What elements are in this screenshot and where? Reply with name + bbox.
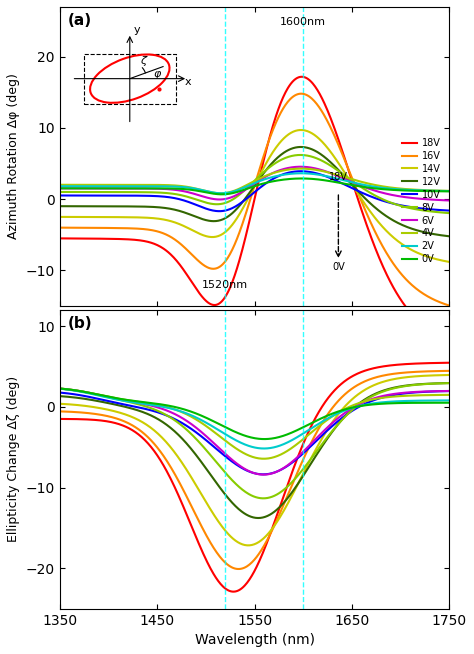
Text: 1520nm: 1520nm — [202, 280, 248, 290]
Legend: 18V, 16V, 14V, 12V, 10V, 8V, 6V, 4V, 2V, 0V: 18V, 16V, 14V, 12V, 10V, 8V, 6V, 4V, 2V,… — [399, 134, 445, 268]
Text: 18V: 18V — [329, 172, 348, 182]
Text: (b): (b) — [67, 316, 92, 331]
Y-axis label: Ellipticity Change Δζ (deg): Ellipticity Change Δζ (deg) — [7, 376, 20, 542]
X-axis label: Wavelength (nm): Wavelength (nm) — [194, 633, 315, 647]
Text: (a): (a) — [67, 13, 91, 28]
Text: 1600nm: 1600nm — [280, 17, 326, 27]
Y-axis label: Azimuth Rotation Δφ (deg): Azimuth Rotation Δφ (deg) — [7, 73, 20, 239]
Text: 0V: 0V — [332, 262, 345, 272]
